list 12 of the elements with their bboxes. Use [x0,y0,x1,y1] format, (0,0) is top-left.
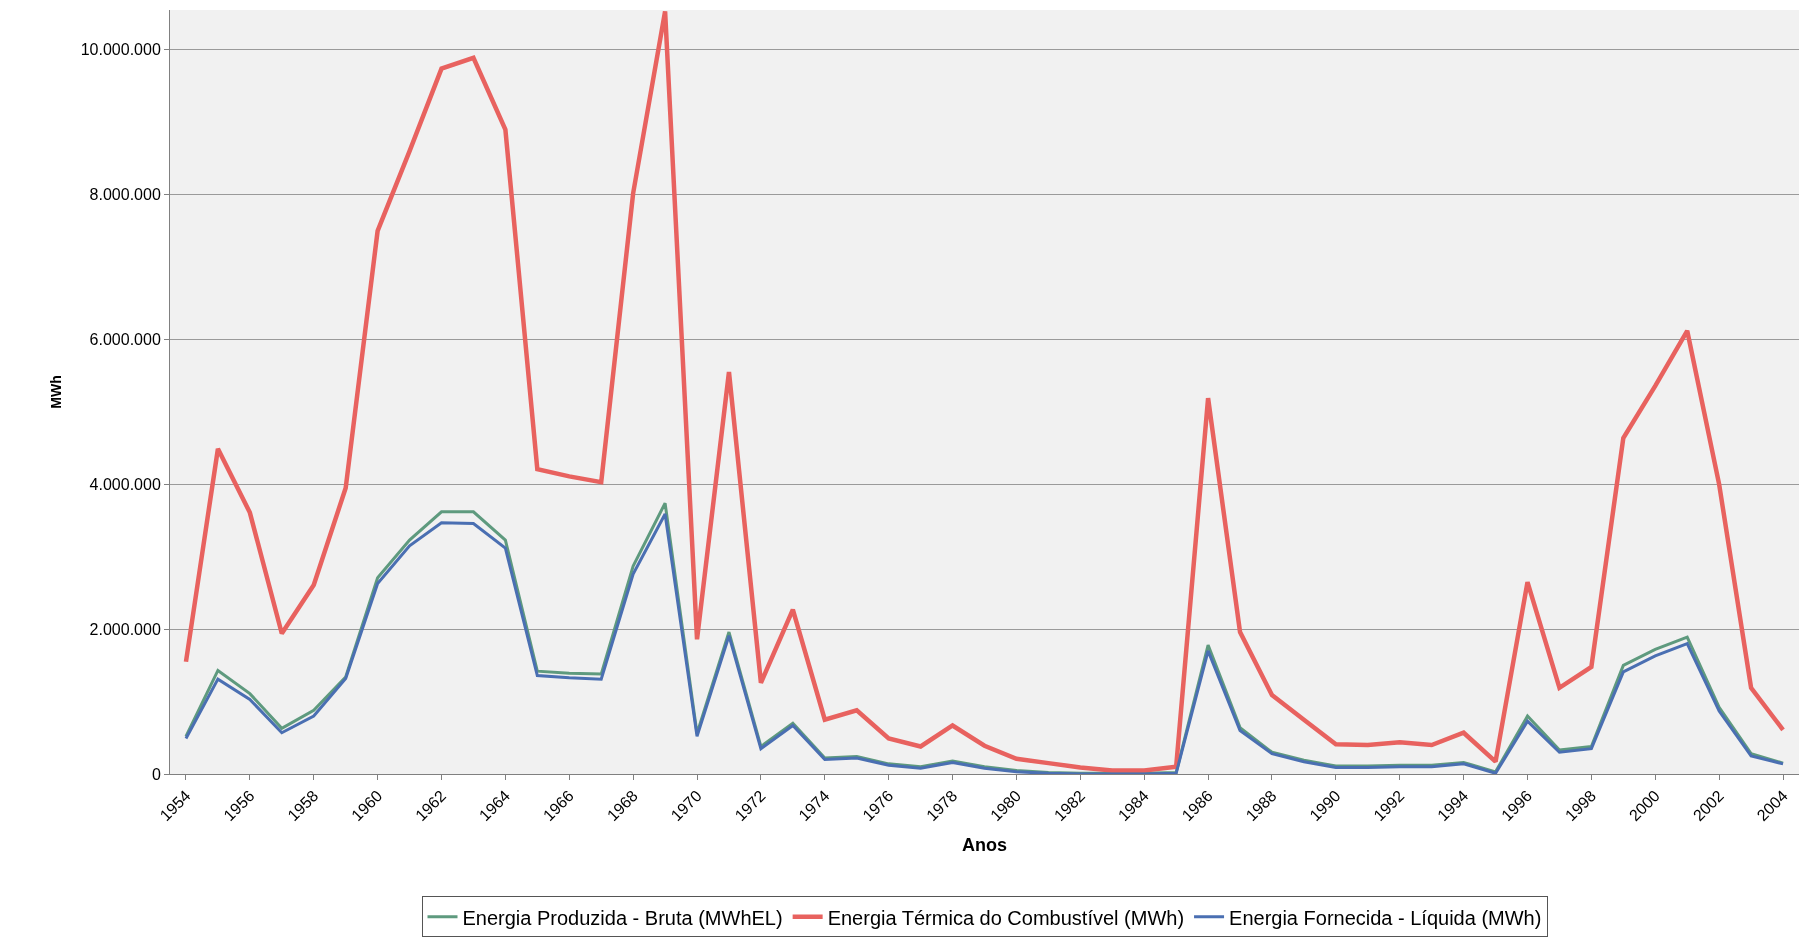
line-series [183,10,1786,773]
y-tick-label: 10.000.000 [80,41,161,59]
y-tick-label: 4.000.000 [89,475,161,493]
legend-label: Energia Produzida - Bruta (MWhEL) [462,906,783,929]
legend-label: Energia Fornecida - Líquida (MWh) [1229,906,1542,929]
legend-label: Energia Térmica do Combustível (MWh) [827,906,1185,929]
y-tick-label: 6.000.000 [89,331,161,349]
y-tick-label: 2.000.000 [89,620,161,638]
y-tick-label: 0 [151,765,161,783]
y-axis-title: MWh [48,375,65,409]
y-tick-label: 8.000.000 [89,186,161,204]
x-axis-title: Anos [962,835,1007,856]
